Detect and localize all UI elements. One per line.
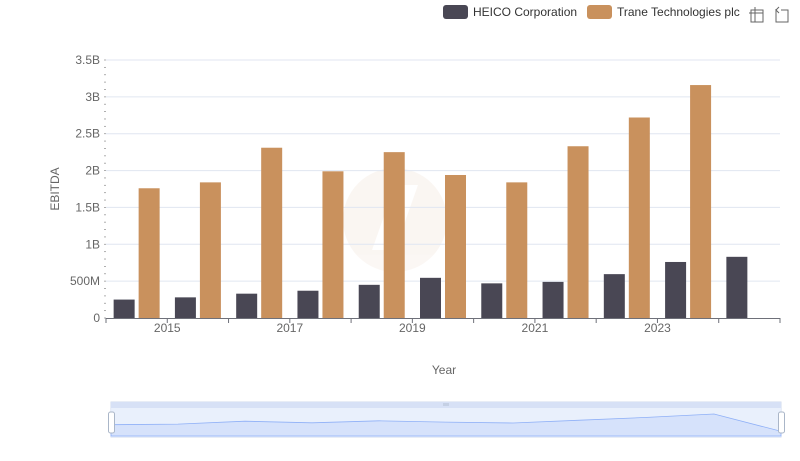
x-tick-label: 2015 xyxy=(154,321,181,335)
bar-trane-2019[interactable] xyxy=(445,175,466,318)
bar-heico-2018[interactable] xyxy=(359,285,380,318)
bar-heico-2017[interactable] xyxy=(297,291,318,318)
y-tick-label: 2B xyxy=(85,164,100,178)
bar-heico-2016[interactable] xyxy=(236,294,257,318)
bar-heico-2021[interactable] xyxy=(543,282,564,318)
legend-label-trane: Trane Technologies plc xyxy=(617,5,740,19)
y-tick-label: 0 xyxy=(93,311,100,325)
y-tick-label: 2.5B xyxy=(75,127,100,141)
bar-trane-2016[interactable] xyxy=(261,148,282,318)
x-tick-label: 2019 xyxy=(399,321,426,335)
bar-trane-2018[interactable] xyxy=(384,152,405,318)
y-tick-label: 3B xyxy=(85,90,100,104)
bar-trane-2022[interactable] xyxy=(629,117,650,318)
legend-swatch-heico xyxy=(443,5,468,19)
bar-heico-2015[interactable] xyxy=(175,297,196,318)
legend-swatch-trane xyxy=(587,5,612,19)
x-axis-title: Year xyxy=(432,363,456,377)
zoom-handle-left[interactable] xyxy=(109,412,115,433)
bar-heico-2024[interactable] xyxy=(726,257,747,318)
bar-trane-2020[interactable] xyxy=(506,182,527,318)
zoom-area-icon[interactable] xyxy=(749,7,763,22)
restore-icon[interactable] xyxy=(776,7,788,22)
bar-trane-2021[interactable] xyxy=(568,146,589,318)
x-tick-label: 2021 xyxy=(522,321,549,335)
bar-trane-2014[interactable] xyxy=(139,188,160,318)
y-tick-label: 500M xyxy=(70,274,100,288)
x-axis-tick-labels: 2015 2017 2019 2021 2023 xyxy=(154,321,671,335)
bar-heico-2014[interactable] xyxy=(114,300,135,318)
legend: HEICO Corporation Trane Technologies plc xyxy=(443,5,740,19)
y-tick-label: 3.5B xyxy=(75,53,100,67)
legend-item-trane[interactable]: Trane Technologies plc xyxy=(587,5,740,19)
bar-trane-2015[interactable] xyxy=(200,182,221,318)
y-minor-ticks xyxy=(104,60,106,318)
y-tick-label: 1B xyxy=(85,237,100,251)
y-tick-label: 1.5B xyxy=(75,200,100,214)
data-zoom-slider[interactable] xyxy=(109,402,785,437)
bar-heico-2020[interactable] xyxy=(481,283,502,318)
x-tick-label: 2023 xyxy=(644,321,671,335)
legend-item-heico[interactable]: HEICO Corporation xyxy=(443,5,577,19)
bar-trane-2023[interactable] xyxy=(690,85,711,318)
bar-heico-2019[interactable] xyxy=(420,278,441,318)
legend-label-heico: HEICO Corporation xyxy=(473,5,577,19)
bar-heico-2022[interactable] xyxy=(604,274,625,318)
x-tick-label: 2017 xyxy=(276,321,303,335)
bar-trane-2017[interactable] xyxy=(322,171,343,318)
y-axis-tick-labels: 0 500M 1B 1.5B 2B 2.5B 3B 3.5B xyxy=(70,53,100,325)
y-axis-title: EBITDA xyxy=(48,167,62,210)
zoom-handle-right[interactable] xyxy=(779,412,785,433)
bar-heico-2023[interactable] xyxy=(665,262,686,318)
